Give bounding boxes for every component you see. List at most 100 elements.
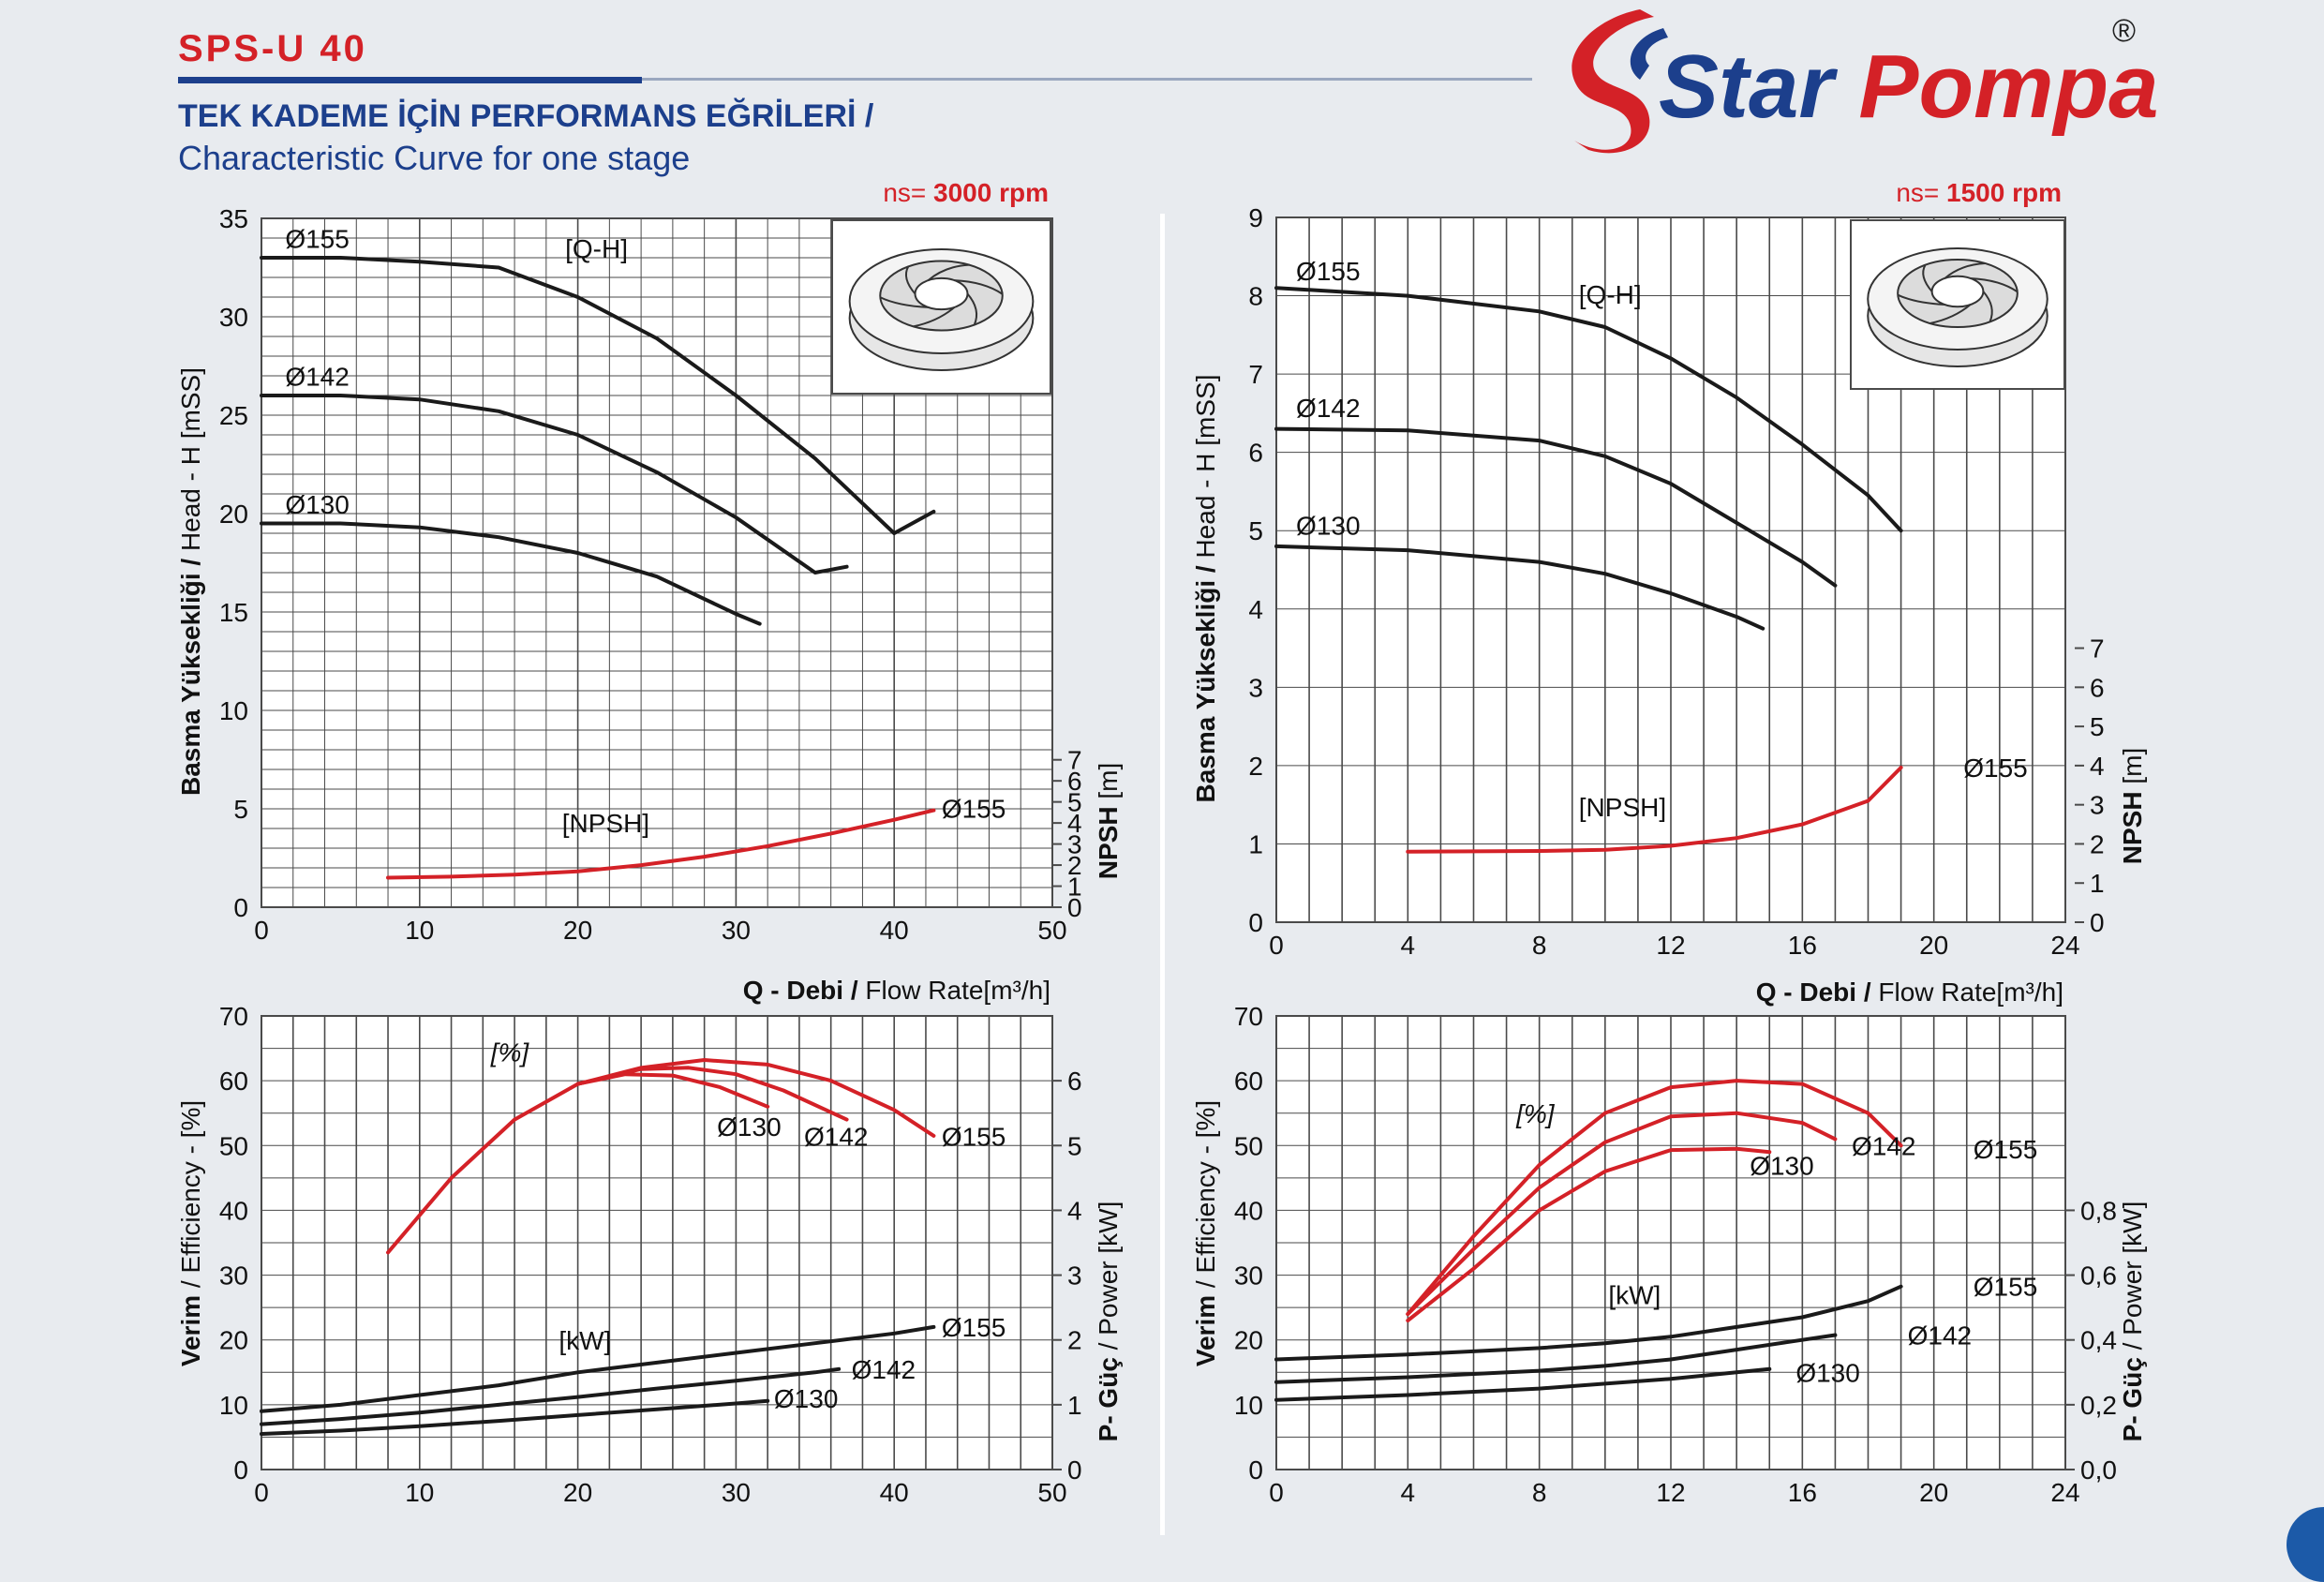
impeller-blade [954, 279, 1004, 295]
y-tick-label: 3 [1248, 673, 1263, 702]
qh-label: [Q-H] [1579, 280, 1642, 309]
efficiency-curve [575, 1072, 770, 1109]
eff-power-chart-3000: 0 10 20 30 40 500102030405060700123456Ø155Ø14… [176, 1002, 1123, 1507]
y2-tick-label: 7 [1067, 746, 1082, 775]
brand-swoosh-icon [1572, 9, 1654, 154]
impeller-blade [927, 263, 970, 281]
efficiency-curve [1406, 1146, 1772, 1322]
y2-tick-label: 1 [1067, 873, 1082, 902]
series-label: Ø155 [1974, 1273, 2038, 1302]
qh-curve [260, 394, 849, 575]
y-tick-label: 70 [219, 1002, 248, 1031]
qh-curve [1274, 426, 1838, 588]
y2-axis-label: NPSH [m] [2118, 748, 2147, 864]
y-tick-label: 60 [1234, 1067, 1263, 1096]
npsh-series-label: Ø155 [1963, 754, 2028, 783]
y-tick-label: 40 [1234, 1196, 1263, 1225]
y2-tick-label: 0,0 [2080, 1455, 2117, 1485]
y-tick-label: 20 [1234, 1326, 1263, 1355]
y-tick-label: 50 [1234, 1131, 1263, 1160]
x-tick-label: 24 [2050, 1478, 2079, 1507]
kw-label: [kW] [1608, 1281, 1661, 1310]
efficiency-curve [386, 1058, 936, 1255]
qh-curve [1274, 544, 1765, 631]
x-tick-label: 20 [1919, 1478, 1948, 1507]
y-tick-label: 30 [219, 303, 248, 332]
y2-axis-label: P- Güç / Power [kW] [2118, 1201, 2147, 1442]
y-tick-label: 30 [1234, 1261, 1263, 1291]
x-tick-label: 20 [563, 916, 592, 945]
qh-curve [1274, 286, 1903, 533]
y-tick-label: 20 [219, 500, 248, 529]
kw-label: [kW] [559, 1326, 611, 1355]
eff-label: [%] [490, 1037, 530, 1067]
y2-tick-label: 2 [1067, 1326, 1082, 1355]
y2-tick-label: 0 [1067, 893, 1082, 922]
y-tick-label: 50 [219, 1131, 248, 1160]
impeller-blade [904, 265, 916, 295]
x-tick-label: 12 [1656, 1478, 1685, 1507]
y-tick-label: 0 [233, 1455, 248, 1485]
y-tick-label: 6 [1248, 439, 1263, 468]
x-tick-label: 8 [1532, 1478, 1547, 1507]
power-curve [260, 1398, 770, 1436]
y2-tick-label: 6 [2090, 673, 2105, 702]
efficiency-curve [575, 1066, 849, 1122]
eff-label: [%] [1515, 1099, 1556, 1128]
x-tick-label: 10 [405, 1478, 434, 1507]
impeller-blade [1944, 262, 1986, 279]
charts-canvas: 0 10 20 30 40 500510152025303501234567Ø155Ø14… [176, 178, 2147, 1507]
qh-label: [Q-H] [565, 234, 628, 263]
y-tick-label: 0 [233, 893, 248, 922]
model-name: SPS-U 40 [178, 28, 367, 69]
impeller-blade [1897, 293, 1945, 306]
series-label: Ø130 [285, 490, 350, 519]
x-tick-label: 4 [1401, 931, 1416, 960]
qh-chart-1500: 0 4 8 12 16 20 24012345678901234567Ø155Ø142Ø13… [1191, 178, 2147, 1007]
y-tick-label: 0 [1248, 908, 1263, 937]
x-tick-label: 4 [1401, 1478, 1416, 1507]
brand-swoosh-blue-icon [1630, 28, 1668, 80]
y2-tick-label: 0 [1067, 1455, 1082, 1485]
x-tick-label: 16 [1788, 1478, 1817, 1507]
panel-divider [1160, 214, 1165, 1535]
y2-tick-label: 3 [2090, 791, 2105, 820]
y2-tick-label: 4 [2090, 752, 2105, 781]
y-tick-label: 10 [219, 696, 248, 725]
series-label: Ø130 [774, 1384, 839, 1413]
power-curve [260, 1324, 936, 1413]
title-english: Characteristic Curve for one stage [178, 139, 691, 177]
impeller-eye [914, 276, 969, 311]
x-tick-label: 50 [1037, 916, 1066, 945]
y-tick-label: 2 [1248, 752, 1263, 781]
y-tick-label: 5 [233, 795, 248, 824]
y2-tick-label: 5 [1067, 788, 1082, 817]
power-curve [260, 1366, 842, 1426]
y2-tick-label: 4 [1067, 809, 1082, 838]
y-tick-label: 60 [219, 1067, 248, 1096]
y2-tick-label: 2 [1067, 851, 1082, 880]
x-tick-label: 10 [405, 916, 434, 945]
y-tick-label: 1 [1248, 829, 1263, 858]
impeller-blade [913, 306, 956, 328]
npsh-curve [386, 808, 936, 880]
series-label: Ø142 [1296, 394, 1361, 423]
y-axis-label: Basma Yüksekliği / Head - H [mSS] [176, 367, 205, 796]
y2-axis-label: NPSH [m] [1094, 763, 1123, 879]
y-tick-label: 70 [1234, 1002, 1263, 1031]
x-tick-label: 16 [1788, 931, 1817, 960]
series-label: Ø142 [1908, 1321, 1973, 1351]
brand-pompa: Pompa [1858, 37, 2159, 137]
series-label: Ø130 [1750, 1151, 1814, 1180]
npsh-series-label: Ø155 [942, 795, 1006, 824]
y2-tick-label: 2 [2090, 829, 2105, 858]
impeller-blade [1929, 304, 1972, 324]
y2-tick-label: 3 [1067, 1261, 1082, 1291]
series-label: Ø130 [1296, 511, 1361, 540]
npsh-label: [NPSH] [562, 809, 649, 838]
y2-tick-label: 0,2 [2080, 1391, 2117, 1420]
y2-tick-label: 1 [2090, 869, 2105, 898]
y2-tick-label: 5 [2090, 712, 2105, 741]
npsh-label: [NPSH] [1579, 793, 1666, 822]
power-curve [1274, 1333, 1838, 1384]
